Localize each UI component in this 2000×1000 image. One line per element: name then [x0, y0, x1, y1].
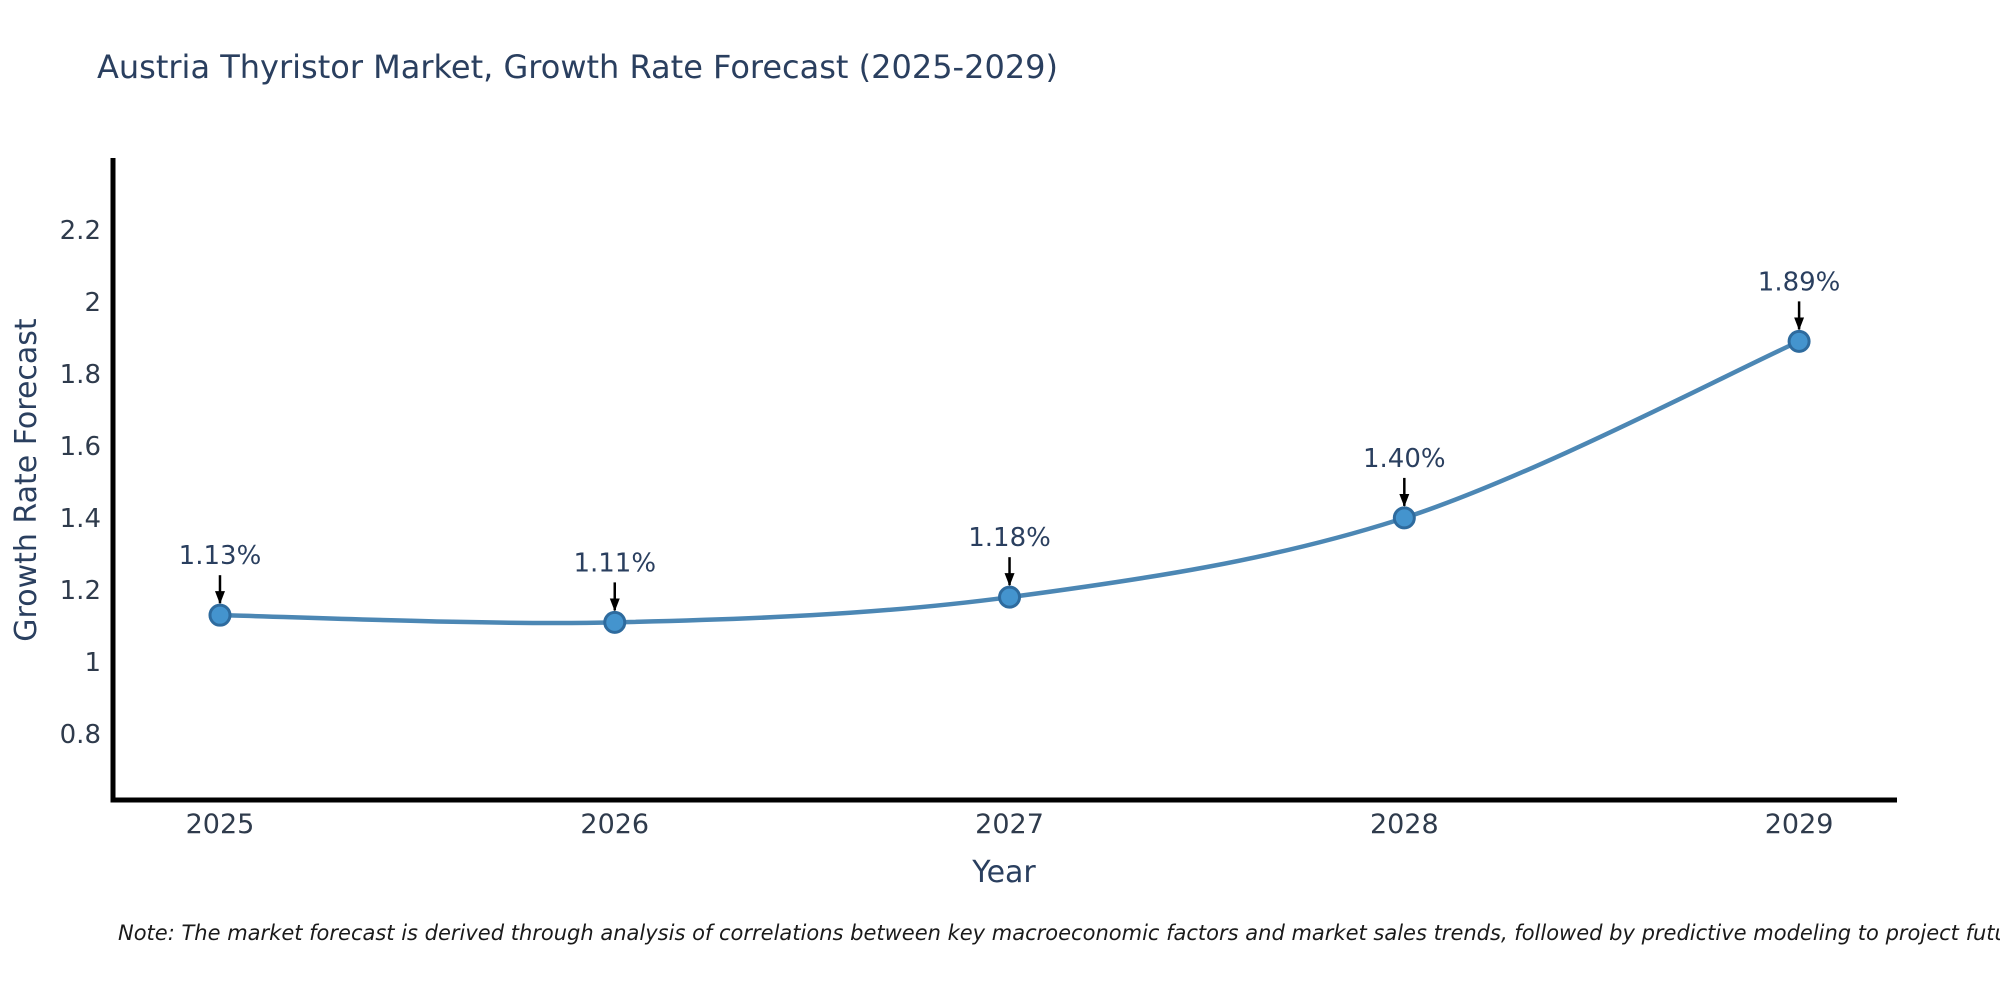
data-point-marker [208, 603, 232, 627]
y-tick-label: 1 [84, 648, 101, 678]
y-tick-label: 2.2 [60, 216, 101, 246]
data-point-label: 1.18% [968, 523, 1051, 553]
data-point-label: 1.89% [1758, 267, 1841, 297]
data-point-marker [1787, 329, 1811, 353]
y-axis-title: Growth Rate Forecast [9, 318, 44, 642]
x-tick-label: 2025 [186, 809, 255, 840]
data-point-label: 1.13% [179, 541, 262, 571]
y-tick-label: 1.6 [60, 432, 101, 462]
data-point-label: 1.11% [573, 548, 656, 578]
chart-title: Austria Thyristor Market, Growth Rate Fo… [97, 48, 1059, 86]
y-tick-label: 1.4 [60, 504, 101, 534]
data-point-label: 1.40% [1363, 444, 1446, 474]
footnote: Note: The market forecast is derived thr… [118, 921, 2000, 945]
x-tick-label: 2029 [1765, 809, 1834, 840]
data-point-marker [998, 585, 1022, 609]
x-axis-title: Year [971, 855, 1036, 890]
data-point-marker [1392, 506, 1416, 530]
x-tick-label: 2027 [975, 809, 1044, 840]
plot-area: 0.8 1 1.2 1.4 1.6 1.8 2 2.2 2025 2026 2027 2028 2029… [60, 158, 1897, 840]
data-point-marker [603, 610, 627, 634]
y-tick-label: 1.2 [60, 576, 101, 606]
y-tick-label: 1.8 [60, 360, 101, 390]
y-tick-label: 2 [84, 288, 101, 318]
x-tick-label: 2028 [1370, 809, 1439, 840]
x-tick-label: 2026 [580, 809, 649, 840]
y-tick-label: 0.8 [60, 720, 101, 750]
